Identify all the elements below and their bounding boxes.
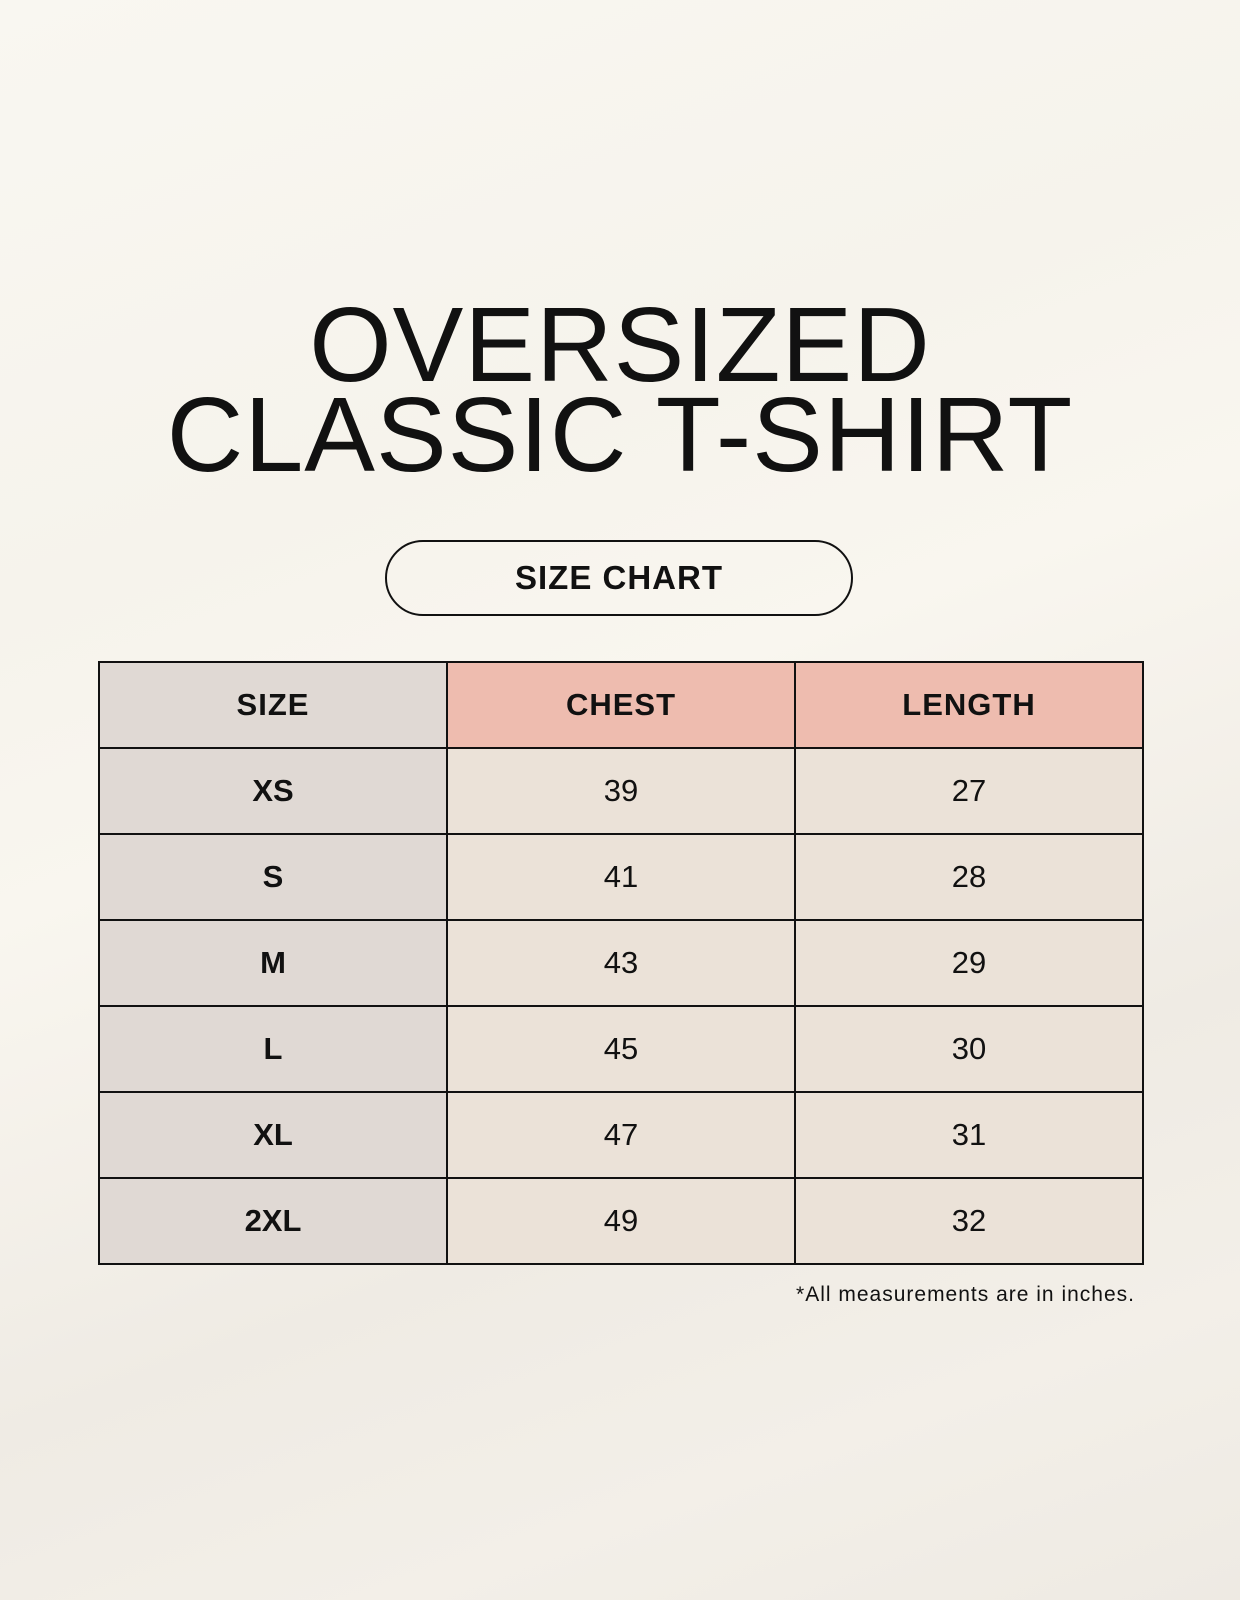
table-row: S 41 28 (98, 833, 1144, 921)
length-cell: 31 (794, 1091, 1144, 1179)
table-row: 2XL 49 32 (98, 1177, 1144, 1265)
footnote: *All measurements are in inches. (796, 1283, 1135, 1306)
header-chest: CHEST (446, 661, 796, 749)
chest-cell: 49 (446, 1177, 796, 1265)
chest-cell: 41 (446, 833, 796, 921)
table-row: L 45 30 (98, 1005, 1144, 1093)
header-length: LENGTH (794, 661, 1144, 749)
title-line-1: OVERSIZED (309, 286, 931, 404)
size-cell: XL (98, 1091, 448, 1179)
length-cell: 30 (794, 1005, 1144, 1093)
page-title: OVERSIZED CLASSIC T-SHIRT (0, 286, 1240, 494)
table-row: M 43 29 (98, 919, 1144, 1007)
chest-cell: 45 (446, 1005, 796, 1093)
title-line-2: CLASSIC T-SHIRT (166, 376, 1074, 494)
length-cell: 32 (794, 1177, 1144, 1265)
size-chart-label: SIZE CHART (385, 540, 853, 616)
size-cell: M (98, 919, 448, 1007)
header-size: SIZE (98, 661, 448, 749)
length-cell: 27 (794, 747, 1144, 835)
length-cell: 29 (794, 919, 1144, 1007)
length-cell: 28 (794, 833, 1144, 921)
table-row: XS 39 27 (98, 747, 1144, 835)
chest-cell: 43 (446, 919, 796, 1007)
size-cell: L (98, 1005, 448, 1093)
table-header-row: SIZE CHEST LENGTH (98, 661, 1144, 749)
chest-cell: 47 (446, 1091, 796, 1179)
size-table: SIZE CHEST LENGTH XS 39 27 S 41 28 M 43 29 L 45 30 X… (98, 661, 1144, 1265)
size-cell: S (98, 833, 448, 921)
table-row: XL 47 31 (98, 1091, 1144, 1179)
size-cell: XS (98, 747, 448, 835)
size-cell: 2XL (98, 1177, 448, 1265)
chest-cell: 39 (446, 747, 796, 835)
